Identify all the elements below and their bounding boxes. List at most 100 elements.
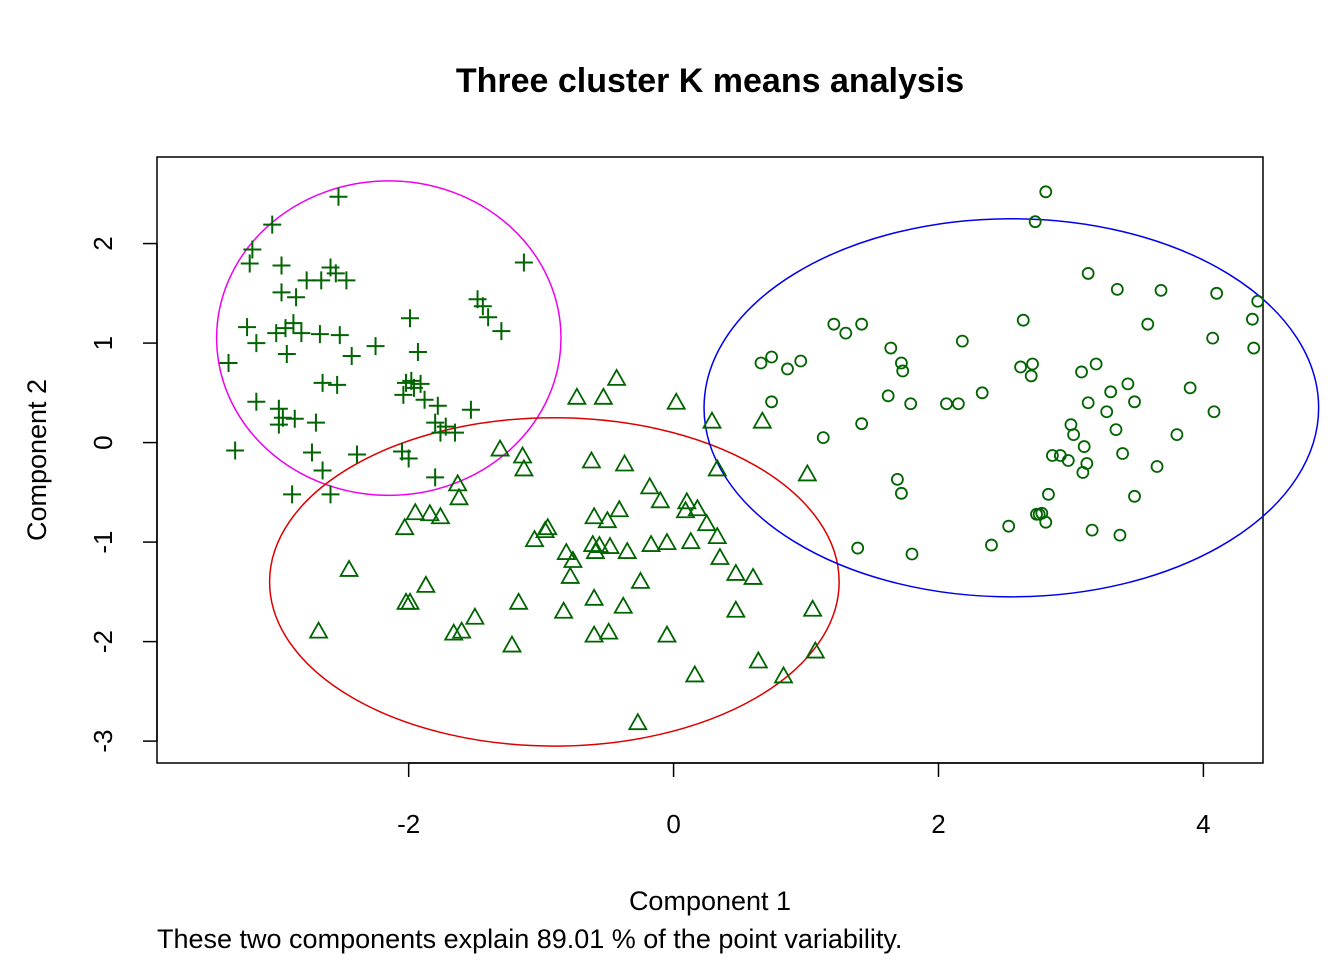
plus-point [269, 415, 288, 434]
circle-point [1042, 487, 1055, 501]
y-tick-label: -2 [88, 630, 118, 653]
circle-point [1045, 449, 1059, 462]
plus-point [247, 334, 266, 353]
circle-point [1053, 449, 1067, 462]
circle-point [855, 417, 869, 431]
plus-point [329, 187, 348, 206]
plus-point [431, 423, 450, 442]
plus-point [514, 253, 533, 272]
triangle-point [448, 487, 470, 506]
circle-point [855, 317, 869, 331]
plus-point [297, 271, 316, 290]
plus-point [415, 390, 434, 409]
triangle-point [707, 458, 728, 477]
circle-point [975, 386, 989, 400]
y-axis-label: Component 2 [22, 379, 52, 541]
x-axis: -2 0 2 4 [397, 762, 1211, 839]
triangle-point [582, 534, 603, 552]
triangle-point [585, 541, 606, 559]
circle-point [1024, 369, 1038, 383]
circle-point [1081, 267, 1095, 280]
triangle-point [339, 559, 360, 577]
triangle-point [748, 650, 769, 669]
triangle-point [598, 621, 619, 640]
triangle-point [680, 531, 701, 549]
triangle-point [701, 410, 723, 429]
triangle-point [675, 500, 696, 519]
triangle-point [399, 591, 421, 610]
triangle-point [308, 620, 329, 639]
circle-point [816, 431, 830, 445]
plus-point [330, 326, 349, 345]
plus-point [283, 485, 302, 504]
plus-point [306, 413, 325, 432]
x-tick-label: 0 [666, 809, 680, 839]
triangle-point [513, 458, 534, 477]
triangle-point [656, 624, 677, 643]
triangle-point [584, 587, 605, 606]
circle-point [884, 341, 898, 355]
circle-point [1016, 313, 1030, 327]
circle-point [1100, 405, 1114, 419]
triangle-point [535, 520, 556, 539]
circle-point [1067, 428, 1080, 442]
circle-point [1246, 312, 1259, 326]
circle-point [1113, 528, 1127, 542]
triangle-point [650, 490, 671, 509]
circle-point [1128, 489, 1141, 503]
circle-point [1089, 357, 1103, 371]
circle-point [1085, 523, 1099, 537]
circle-point [765, 350, 778, 364]
circle-point [894, 356, 908, 370]
circle-point [1081, 396, 1095, 410]
plus-point [426, 468, 445, 487]
circle-point [1028, 215, 1042, 229]
triangle-point [524, 529, 545, 548]
triangle-point [802, 598, 823, 617]
triangle-point [805, 640, 826, 659]
triangle-point [639, 476, 660, 495]
triangle-point [501, 634, 523, 653]
plus-point [269, 399, 288, 418]
y-axis: -3 -2 -1 0 1 2 [88, 236, 158, 753]
triangle-point [630, 571, 651, 589]
circle-point [1104, 385, 1118, 399]
y-tick-label: 1 [88, 336, 118, 350]
circle-point [1075, 365, 1088, 379]
plus-point [366, 337, 385, 356]
triangle-point [617, 541, 638, 559]
triangle-point [797, 463, 818, 482]
y-tick-label: 2 [88, 236, 118, 250]
plus-point [394, 385, 413, 404]
triangle-point [656, 532, 677, 550]
plus-point [461, 400, 480, 419]
circle-point [1110, 282, 1124, 296]
triangle-point [443, 622, 464, 641]
plus-point [492, 322, 511, 341]
plot-frame [156, 156, 1264, 764]
triangle-point [707, 526, 728, 545]
triangle-point [709, 547, 730, 565]
plus-point [276, 319, 295, 338]
y-tick-label: -1 [88, 531, 118, 554]
circle-point [1039, 185, 1053, 199]
triangle-point [490, 438, 511, 457]
circle-point [905, 547, 919, 561]
plus-point [479, 308, 498, 327]
circle-point [1247, 341, 1261, 355]
circle-point [1121, 377, 1135, 391]
plus-point [219, 353, 238, 372]
circle-point [794, 354, 808, 368]
plus-point [402, 371, 421, 390]
x-tick-label: 2 [931, 809, 945, 839]
circle-point [1154, 283, 1168, 297]
circle-point [827, 317, 841, 331]
circle-point [891, 473, 904, 486]
circle-point [1116, 447, 1129, 460]
plus-point [240, 254, 259, 273]
triangle-point [430, 506, 451, 525]
plus-point [277, 345, 296, 364]
triangle-point [684, 664, 705, 683]
plus-point [243, 240, 262, 259]
